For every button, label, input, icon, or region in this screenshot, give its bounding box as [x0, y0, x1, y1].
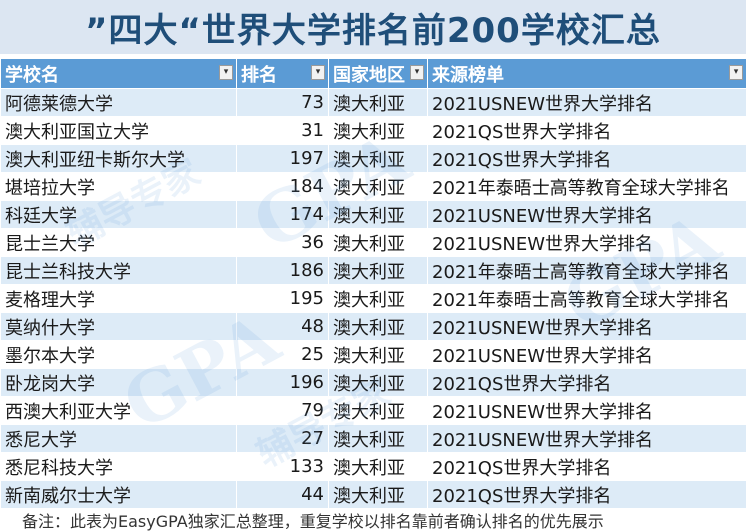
cell-school-name[interactable]: 澳大利亚纽卡斯尔大学: [1, 145, 237, 173]
cell-country[interactable]: 澳大利亚: [329, 89, 428, 117]
cell-country[interactable]: 澳大利亚: [329, 369, 428, 397]
cell-country[interactable]: 澳大利亚: [329, 201, 428, 229]
cell-source[interactable]: 2021QS世界大学排名: [428, 453, 746, 481]
cell-school-name[interactable]: 西澳大利亚大学: [1, 397, 237, 425]
header-row: 学校名 ▾ 排名 ▾ 国家地区 ▾ 来源榜单 ▾: [1, 59, 746, 89]
filter-dropdown-icon[interactable]: ▾: [311, 65, 325, 80]
cell-rank[interactable]: 73: [237, 89, 329, 117]
cell-source[interactable]: 2021USNEW世界大学排名: [428, 341, 746, 369]
sheet-title: ”四大“世界大学排名前200学校汇总: [85, 3, 661, 52]
column-header-label: 排名: [241, 65, 277, 86]
cell-country[interactable]: 澳大利亚: [329, 453, 428, 481]
cell-rank[interactable]: 27: [237, 425, 329, 453]
cell-source[interactable]: 2021QS世界大学排名: [428, 369, 746, 397]
column-header-source: 来源榜单 ▾: [428, 59, 746, 89]
cell-rank[interactable]: 174: [237, 201, 329, 229]
cell-rank[interactable]: 196: [237, 369, 329, 397]
cell-rank[interactable]: 133: [237, 453, 329, 481]
footnote: 备注：此表为EasyGPA独家汇总整理，重复学校以排名靠前者确认排名的优先展示: [22, 508, 604, 532]
cell-school-name[interactable]: 新南威尔士大学: [1, 481, 237, 509]
cell-country[interactable]: 澳大利亚: [329, 229, 428, 257]
cell-school-name[interactable]: 麦格理大学: [1, 285, 237, 313]
cell-school-name[interactable]: 昆士兰科技大学: [1, 257, 237, 285]
cell-country[interactable]: 澳大利亚: [329, 285, 428, 313]
cell-source[interactable]: 2021年泰晤士高等教育全球大学排名: [428, 285, 746, 313]
cell-source[interactable]: 2021USNEW世界大学排名: [428, 425, 746, 453]
cell-source[interactable]: 2021QS世界大学排名: [428, 117, 746, 145]
cell-rank[interactable]: 31: [237, 117, 329, 145]
cell-country[interactable]: 澳大利亚: [329, 481, 428, 509]
column-header-label: 学校名: [5, 65, 59, 86]
cell-rank[interactable]: 36: [237, 229, 329, 257]
cell-rank[interactable]: 184: [237, 173, 329, 201]
cell-school-name[interactable]: 昆士兰大学: [1, 229, 237, 257]
cell-country[interactable]: 澳大利亚: [329, 145, 428, 173]
filter-dropdown-icon[interactable]: ▾: [219, 65, 233, 80]
cell-country[interactable]: 澳大利亚: [329, 117, 428, 145]
filter-active-icon[interactable]: ▾: [410, 65, 424, 80]
cell-rank[interactable]: 25: [237, 341, 329, 369]
cell-country[interactable]: 澳大利亚: [329, 173, 428, 201]
cell-school-name[interactable]: 阿德莱德大学: [1, 89, 237, 117]
cell-source[interactable]: 2021USNEW世界大学排名: [428, 313, 746, 341]
column-header-label: 来源榜单: [432, 65, 504, 86]
cell-source[interactable]: 2021USNEW世界大学排名: [428, 229, 746, 257]
cell-rank[interactable]: 48: [237, 313, 329, 341]
cell-school-name[interactable]: 卧龙岗大学: [1, 369, 237, 397]
cell-school-name[interactable]: 悉尼科技大学: [1, 453, 237, 481]
column-header-rank: 排名 ▾: [237, 59, 329, 89]
cell-school-name[interactable]: 科廷大学: [1, 201, 237, 229]
column-header-country: 国家地区 ▾: [329, 59, 428, 89]
cell-source[interactable]: 2021QS世界大学排名: [428, 145, 746, 173]
title-bar: ”四大“世界大学排名前200学校汇总: [0, 0, 746, 54]
column-header-school: 学校名 ▾: [1, 59, 237, 89]
cell-rank[interactable]: 79: [237, 397, 329, 425]
cell-source[interactable]: 2021USNEW世界大学排名: [428, 397, 746, 425]
cell-rank[interactable]: 44: [237, 481, 329, 509]
cell-country[interactable]: 澳大利亚: [329, 397, 428, 425]
cell-school-name[interactable]: 墨尔本大学: [1, 341, 237, 369]
spreadsheet-view: ”四大“世界大学排名前200学校汇总 学校名 ▾ 排名 ▾ 国家地区 ▾ 来源榜…: [0, 0, 746, 521]
cell-country[interactable]: 澳大利亚: [329, 341, 428, 369]
cell-rank[interactable]: 186: [237, 257, 329, 285]
cell-source[interactable]: 2021USNEW世界大学排名: [428, 201, 746, 229]
cell-country[interactable]: 澳大利亚: [329, 425, 428, 453]
column-header-label: 国家地区: [333, 65, 405, 86]
cell-country[interactable]: 澳大利亚: [329, 313, 428, 341]
cell-country[interactable]: 澳大利亚: [329, 257, 428, 285]
cell-source[interactable]: 2021年泰晤士高等教育全球大学排名: [428, 173, 746, 201]
cell-school-name[interactable]: 悉尼大学: [1, 425, 237, 453]
cell-school-name[interactable]: 莫纳什大学: [1, 313, 237, 341]
cell-rank[interactable]: 197: [237, 145, 329, 173]
cell-school-name[interactable]: 堪培拉大学: [1, 173, 237, 201]
cell-source[interactable]: 2021USNEW世界大学排名: [428, 89, 746, 117]
cell-source[interactable]: 2021年泰晤士高等教育全球大学排名: [428, 257, 746, 285]
filter-dropdown-icon[interactable]: ▾: [729, 65, 743, 80]
cell-school-name[interactable]: 澳大利亚国立大学: [1, 117, 237, 145]
cell-source[interactable]: 2021QS世界大学排名: [428, 481, 746, 509]
cell-rank[interactable]: 195: [237, 285, 329, 313]
